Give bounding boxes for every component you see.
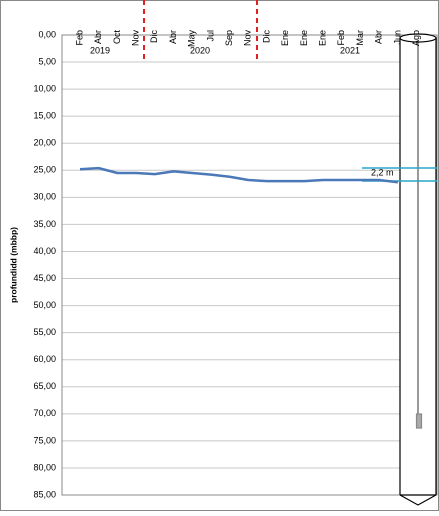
y-tick-label: 55,00 bbox=[33, 327, 56, 337]
y-tick-label: 10,00 bbox=[33, 83, 56, 93]
y-tick-label: 15,00 bbox=[33, 111, 56, 121]
year-label: 2020 bbox=[190, 45, 210, 55]
x-tick-label: Feb bbox=[336, 30, 346, 46]
x-tick-label: Ene bbox=[299, 30, 309, 46]
y-tick-label: 50,00 bbox=[33, 300, 56, 310]
x-tick-label: Abr bbox=[374, 30, 384, 44]
y-axis-label: profundidd (mbbp) bbox=[8, 227, 18, 303]
y-tick-label: 65,00 bbox=[33, 381, 56, 391]
y-tick-label: 25,00 bbox=[33, 165, 56, 175]
year-label: 2021 bbox=[340, 45, 360, 55]
x-tick-label: Dic bbox=[261, 30, 271, 43]
x-tick-label: Mar bbox=[355, 30, 365, 46]
x-tick-label: Nov bbox=[243, 30, 253, 47]
y-tick-label: 70,00 bbox=[33, 408, 56, 418]
x-tick-label: Abr bbox=[168, 30, 178, 44]
y-tick-label: 45,00 bbox=[33, 273, 56, 283]
y-tick-label: 30,00 bbox=[33, 192, 56, 202]
well bbox=[399, 33, 437, 506]
y-tick-label: 80,00 bbox=[33, 462, 56, 472]
x-tick-label: Abr bbox=[93, 30, 103, 44]
y-tick-label: 5,00 bbox=[38, 56, 56, 66]
data-line bbox=[79, 166, 399, 184]
y-tick-label: 20,00 bbox=[33, 138, 56, 148]
x-tick-label: Nov bbox=[130, 30, 140, 47]
plot-frame bbox=[61, 34, 438, 496]
annotation: 2,2 m bbox=[371, 167, 394, 177]
x-tick-label: Ago bbox=[411, 30, 421, 46]
x-tick-label: Feb bbox=[74, 30, 84, 46]
year-label: 2019 bbox=[90, 45, 110, 55]
x-tick-label: May bbox=[187, 30, 197, 48]
x-tick-label: Dic bbox=[149, 30, 159, 43]
y-tick-label: 75,00 bbox=[33, 435, 56, 445]
x-tick-label: Oct bbox=[112, 30, 122, 45]
x-tick-label: Ene bbox=[280, 30, 290, 46]
y-tick-label: 0,00 bbox=[38, 29, 56, 39]
y-tick-label: 60,00 bbox=[33, 354, 56, 364]
x-tick-label: Jun bbox=[392, 30, 402, 45]
y-tick-label: 35,00 bbox=[33, 219, 56, 229]
x-tick-label: Ene bbox=[317, 30, 327, 46]
y-tick-label: 40,00 bbox=[33, 246, 56, 256]
y-tick-label: 85,00 bbox=[33, 489, 56, 499]
x-tick-label: Jul bbox=[205, 30, 215, 42]
x-tick-label: Sep bbox=[224, 30, 234, 46]
